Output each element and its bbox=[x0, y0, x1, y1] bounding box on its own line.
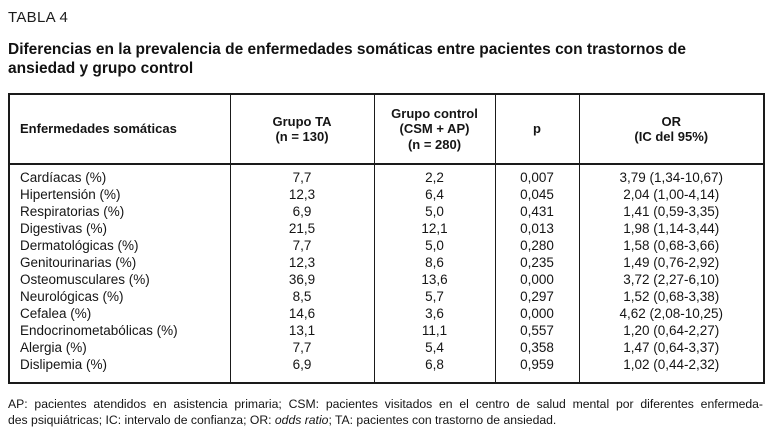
cell-enfermedad: Cardíacas (%) bbox=[20, 170, 107, 185]
cell-or: 4,62 (2,08-10,25) bbox=[578, 305, 764, 322]
table-header: Enfermedades somáticas Grupo TA (n = 130)… bbox=[9, 94, 764, 165]
cell-p: 0,000 bbox=[494, 305, 579, 322]
cell-grupo-control: 13,6 bbox=[373, 271, 495, 288]
cell-grupo-control: 5,7 bbox=[373, 288, 495, 305]
cell-enfermedad: Dislipemia (%) bbox=[20, 357, 108, 372]
footnote-italic-term: odds ratio bbox=[274, 413, 329, 427]
table-row: Cardíacas (%) 7,7 2,2 0,007 3,79 (1,34-10,67… bbox=[9, 164, 764, 186]
cell-grupo-control: 5,4 bbox=[373, 339, 495, 356]
cell-grupo-ta: 13,1 bbox=[229, 322, 374, 339]
cell-grupo-ta: 8,5 bbox=[229, 288, 374, 305]
cell-or: 1,49 (0,76-2,92) bbox=[578, 254, 764, 271]
cell-p: 0,280 bbox=[494, 237, 579, 254]
cell-grupo-control: 6,4 bbox=[373, 186, 495, 203]
cell-or: 1,52 (0,68-3,38) bbox=[578, 288, 764, 305]
table-row: Alergia (%) 7,7 5,4 0,358 1,47 (0,64-3,37) bbox=[9, 339, 764, 356]
cell-or: 1,58 (0,68-3,66) bbox=[578, 237, 764, 254]
cell-enfermedad: Osteomusculares (%) bbox=[20, 272, 150, 287]
table-footnote: AP: pacientes atendidos en asistencia pr… bbox=[8, 396, 763, 428]
footnote-text-segment: des psiquiátricas; IC: intervalo de conf… bbox=[8, 413, 275, 427]
cell-p: 0,045 bbox=[494, 186, 579, 203]
cell-grupo-control: 6,8 bbox=[373, 356, 495, 383]
cell-grupo-ta: 7,7 bbox=[229, 164, 374, 186]
column-header-grupo-ta: Grupo TA (n = 130) bbox=[229, 94, 374, 165]
cell-grupo-control: 2,2 bbox=[373, 164, 495, 186]
cell-or: 2,04 (1,00-4,14) bbox=[578, 186, 764, 203]
cell-or: 1,41 (0,59-3,35) bbox=[578, 203, 764, 220]
cell-p: 0,000 bbox=[494, 271, 579, 288]
table-title: Diferencias en la prevalencia de enferme… bbox=[8, 41, 686, 77]
cell-p: 0,007 bbox=[494, 164, 579, 186]
table-row: Cefalea (%) 14,6 3,6 0,000 4,62 (2,08-10,25) bbox=[9, 305, 764, 322]
table-row: Endocrinometabólicas (%) 13,1 11,1 0,557 1,2… bbox=[9, 322, 764, 339]
cell-grupo-control: 8,6 bbox=[373, 254, 495, 271]
cell-p: 0,358 bbox=[494, 339, 579, 356]
table-row: Neurológicas (%) 8,5 5,7 0,297 1,52 (0,68-3,… bbox=[9, 288, 764, 305]
cell-grupo-control: 11,1 bbox=[373, 322, 495, 339]
cell-enfermedad: Neurológicas (%) bbox=[20, 289, 124, 304]
cell-enfermedad: Endocrinometabólicas (%) bbox=[20, 323, 178, 338]
cell-grupo-control: 5,0 bbox=[373, 203, 495, 220]
cell-grupo-ta: 6,9 bbox=[229, 356, 374, 383]
table-row: Dermatológicas (%) 7,7 5,0 0,280 1,58 (0,68-… bbox=[9, 237, 764, 254]
cell-enfermedad: Respiratorias (%) bbox=[20, 204, 125, 219]
cell-or: 3,72 (2,27-6,10) bbox=[578, 271, 764, 288]
cell-grupo-ta: 36,9 bbox=[229, 271, 374, 288]
cell-grupo-ta: 7,7 bbox=[229, 339, 374, 356]
cell-enfermedad: Alergia (%) bbox=[20, 340, 87, 355]
cell-or: 1,02 (0,44-2,32) bbox=[578, 356, 764, 383]
column-header-or: OR (IC del 95%) bbox=[578, 94, 764, 165]
footnote-line-2: des psiquiátricas; IC: intervalo de conf… bbox=[8, 412, 763, 428]
table-row: Dislipemia (%) 6,9 6,8 0,959 1,02 (0,44-2,32… bbox=[9, 356, 764, 383]
table-row: Respiratorias (%) 6,9 5,0 0,431 1,41 (0,59-3… bbox=[9, 203, 764, 220]
cell-grupo-control: 12,1 bbox=[373, 220, 495, 237]
cell-p: 0,235 bbox=[494, 254, 579, 271]
cell-or: 1,20 (0,64-2,27) bbox=[578, 322, 764, 339]
cell-p: 0,013 bbox=[494, 220, 579, 237]
table-row: Digestivas (%) 21,5 12,1 0,013 1,98 (1,14-3,… bbox=[9, 220, 764, 237]
cell-p: 0,959 bbox=[494, 356, 579, 383]
cell-grupo-control: 5,0 bbox=[373, 237, 495, 254]
cell-enfermedad: Digestivas (%) bbox=[20, 221, 108, 236]
column-header-grupo-control: Grupo control (CSM + AP) (n = 280) bbox=[373, 94, 495, 165]
cell-grupo-ta: 6,9 bbox=[229, 203, 374, 220]
cell-or: 3,79 (1,34-10,67) bbox=[578, 164, 764, 186]
footnote-text-segment: ; TA: pacientes con trastorno de ansieda… bbox=[328, 413, 557, 427]
cell-p: 0,431 bbox=[494, 203, 579, 220]
cell-p: 0,557 bbox=[494, 322, 579, 339]
cell-grupo-ta: 7,7 bbox=[229, 237, 374, 254]
cell-enfermedad: Genitourinarias (%) bbox=[20, 255, 137, 270]
column-header-enfermedad: Enfermedades somáticas bbox=[9, 94, 230, 165]
table-label: TABLA 4 bbox=[8, 9, 69, 26]
cell-grupo-control: 3,6 bbox=[373, 305, 495, 322]
cell-grupo-ta: 12,3 bbox=[229, 254, 374, 271]
cell-or: 1,47 (0,64-3,37) bbox=[578, 339, 764, 356]
cell-enfermedad: Dermatológicas (%) bbox=[20, 238, 139, 253]
cell-grupo-ta: 21,5 bbox=[229, 220, 374, 237]
cell-grupo-ta: 14,6 bbox=[229, 305, 374, 322]
column-header-p: p bbox=[494, 94, 579, 165]
table-body: Cardíacas (%) 7,7 2,2 0,007 3,79 (1,34-10,67… bbox=[9, 164, 764, 383]
prevalence-table: Enfermedades somáticas Grupo TA (n = 130)… bbox=[8, 93, 765, 384]
footnote-line-1: AP: pacientes atendidos en asistencia pr… bbox=[8, 397, 763, 411]
cell-p: 0,297 bbox=[494, 288, 579, 305]
table-header-row: Enfermedades somáticas Grupo TA (n = 130)… bbox=[9, 94, 764, 165]
table-row: Genitourinarias (%) 12,3 8,6 0,235 1,49 (0,7… bbox=[9, 254, 764, 271]
cell-or: 1,98 (1,14-3,44) bbox=[578, 220, 764, 237]
table-row: Hipertensión (%) 12,3 6,4 0,045 2,04 (1,00-4… bbox=[9, 186, 764, 203]
cell-enfermedad: Cefalea (%) bbox=[20, 306, 92, 321]
cell-grupo-ta: 12,3 bbox=[229, 186, 374, 203]
table-row: Osteomusculares (%) 36,9 13,6 0,000 3,72 (2,… bbox=[9, 271, 764, 288]
cell-enfermedad: Hipertensión (%) bbox=[20, 187, 121, 202]
